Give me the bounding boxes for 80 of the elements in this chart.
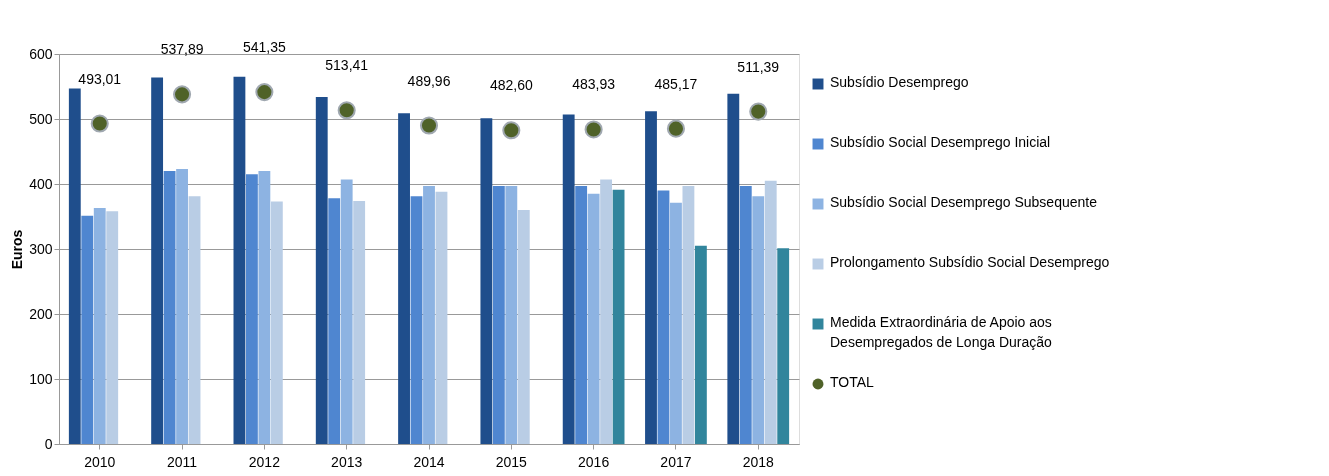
bar: [270, 201, 283, 444]
x-tick-label: 2015: [495, 453, 528, 470]
data-label: 493,01: [78, 70, 122, 87]
bar: [517, 210, 530, 444]
y-tick-label: 500: [29, 110, 53, 127]
bar: [505, 185, 518, 444]
point: [337, 101, 356, 120]
bar: [682, 185, 695, 444]
point: [419, 116, 439, 135]
bar: [739, 185, 752, 444]
y-tick-label: 600: [29, 45, 53, 62]
bar: [645, 111, 657, 444]
data-label: 489,96: [407, 72, 451, 89]
bar: [353, 200, 366, 444]
legend-label: Subsídio Social Desemprego Inicial: [830, 134, 1051, 150]
bar: [68, 88, 81, 444]
bar: [163, 171, 176, 444]
bar: [176, 169, 188, 444]
x-tick-label: 2017: [660, 453, 692, 470]
bar: [398, 113, 410, 444]
bar: [492, 185, 505, 444]
data-label: 482,60: [489, 77, 533, 94]
bar: [340, 179, 353, 444]
point: [255, 83, 274, 102]
data-label: 485,17: [654, 75, 698, 92]
data-label: 483,93: [572, 76, 616, 93]
point: [666, 119, 685, 138]
point: [173, 85, 192, 104]
x-tick-label: 2014: [413, 453, 445, 470]
data-label: 513,41: [325, 57, 369, 74]
bar: [435, 191, 448, 444]
bar: [188, 196, 201, 444]
bar: [562, 114, 575, 444]
x-tick-label: 2013: [331, 453, 363, 470]
bar: [106, 211, 119, 444]
bar: [694, 245, 707, 444]
y-tick-label: 100: [29, 370, 53, 387]
bar: [151, 77, 164, 444]
bar: [258, 171, 271, 444]
x-tick-label: 2012: [248, 453, 281, 470]
y-axis-title: Euros: [9, 229, 26, 270]
bar: [93, 208, 106, 444]
bar: [233, 76, 246, 444]
bar: [764, 180, 777, 444]
point: [749, 102, 768, 121]
x-tick-label: 2018: [742, 453, 775, 470]
bar: [480, 118, 493, 444]
y-tick-label: 0: [44, 435, 53, 452]
bar: [575, 185, 588, 444]
bar: [777, 248, 790, 444]
point: [502, 121, 521, 140]
bar: [612, 189, 625, 444]
bar: [245, 174, 258, 444]
bar: [670, 202, 682, 444]
point: [584, 120, 603, 139]
y-tick-label: 300: [29, 240, 53, 257]
bar: [727, 93, 740, 444]
bar: [423, 185, 435, 444]
data-label: 541,35: [242, 39, 286, 56]
bar: [587, 193, 600, 444]
y-tick-label: 200: [29, 305, 53, 322]
x-tick-label: 2010: [84, 453, 116, 470]
x-tick-label: 2016: [578, 453, 610, 470]
legend-label: Medida Extraordinária de Apoio aos Desempregados de Longa Duração: [830, 314, 1053, 350]
legend-label: Subsídio Desemprego: [830, 74, 969, 90]
bar: [657, 190, 670, 444]
y-tick-label: 400: [29, 175, 53, 192]
legend-label: TOTAL: [830, 374, 875, 390]
bar: [315, 96, 328, 444]
bar: [752, 196, 765, 444]
data-label: 511,39: [737, 58, 780, 75]
data-label: 537,89: [160, 41, 204, 58]
bar: [328, 198, 341, 444]
point: [90, 114, 109, 133]
legend-label: Prolongamento Subsídio Social Desemprego: [830, 254, 1110, 270]
x-tick-label: 2011: [167, 453, 198, 470]
bar: [600, 179, 613, 444]
legend-label: Subsídio Social Desemprego Subsequente: [830, 194, 1098, 210]
bar: [81, 215, 94, 444]
bar: [410, 196, 423, 444]
